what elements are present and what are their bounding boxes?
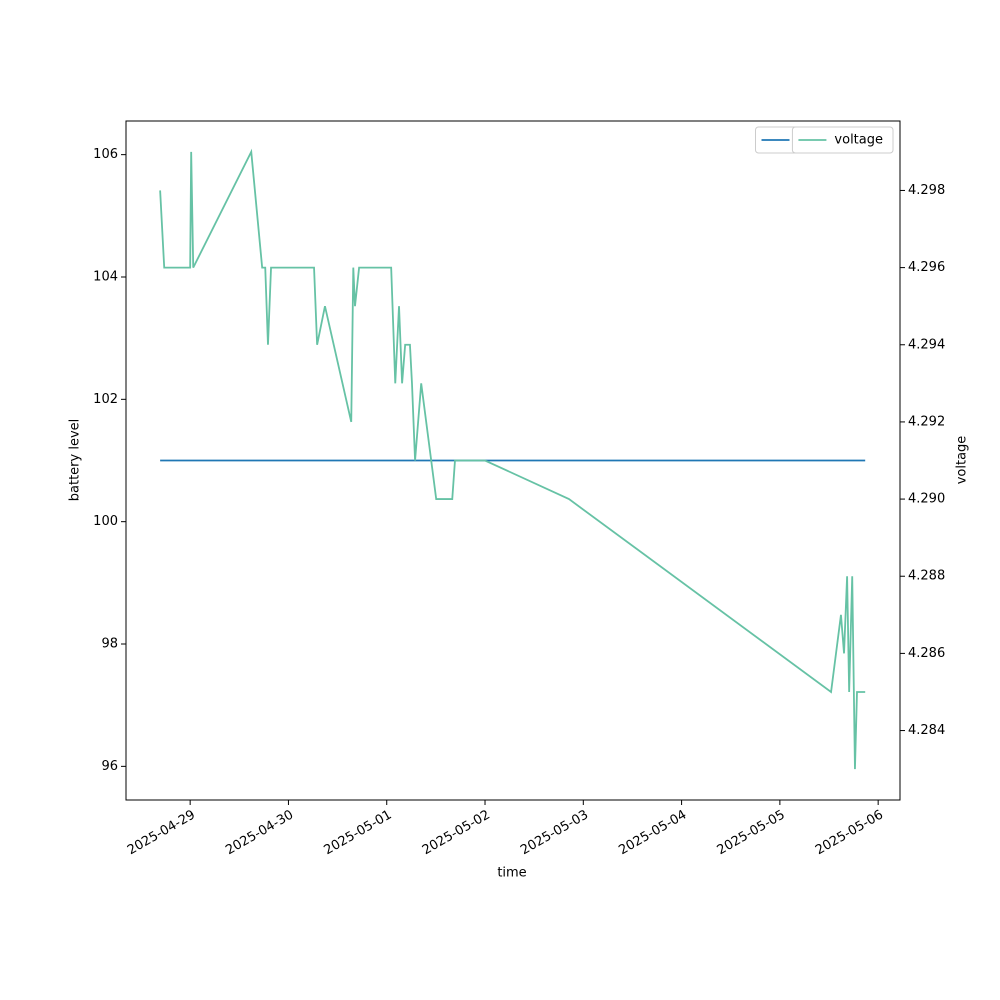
legend-box	[791, 126, 894, 154]
line-voltage	[159, 148, 866, 770]
legend-label: voltage	[834, 133, 883, 148]
axes-frame	[125, 120, 901, 801]
y-axis-label: battery level	[68, 419, 83, 502]
y-tick-label: 102	[93, 392, 118, 407]
y2-tick-label: 4.290	[908, 492, 945, 507]
y2-tick-label: 4.294	[908, 337, 945, 352]
y2-tick-label: 4.298	[908, 183, 945, 198]
y-tick-label: 100	[93, 514, 118, 529]
y2-axis-label: voltage	[955, 436, 970, 485]
y2-tick-label: 4.292	[908, 414, 945, 429]
y-tick-label: 104	[93, 269, 118, 284]
y2-tick-label: 4.284	[908, 723, 945, 738]
y2-tick-label: 4.286	[908, 646, 945, 661]
y-tick-label: 96	[101, 759, 118, 774]
y2-tick-label: 4.288	[908, 569, 945, 584]
legend: voltage	[791, 126, 894, 154]
y-tick-label: 98	[101, 637, 118, 652]
y-tick-label: 106	[93, 147, 118, 162]
x-axis-label: time	[497, 866, 526, 881]
y2-tick-label: 4.296	[908, 260, 945, 275]
